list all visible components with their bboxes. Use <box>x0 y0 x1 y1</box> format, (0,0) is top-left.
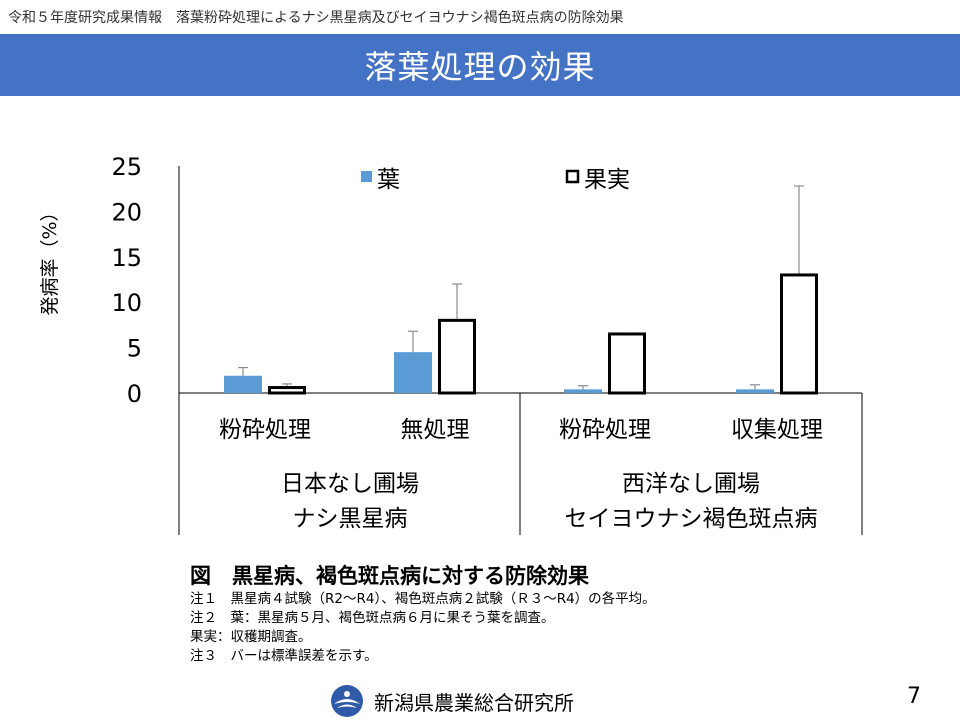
page-number: 7 <box>907 684 921 709</box>
group-label: ナシ黒星病 <box>293 506 408 532</box>
figure-caption: 図 黒星病、褐色斑点病に対する防除効果 <box>190 564 589 588</box>
note-line: 果実：収穫期調査。 <box>190 629 312 645</box>
header-info: 令和５年度研究成果情報 落葉粉砕処理によるナシ黒星病及びセイヨウナシ褐色斑点病の… <box>8 10 624 26</box>
bar-fruit <box>438 318 476 395</box>
note-line: 注２ 葉：黒星病５月、褐色斑点病６月に果そう葉を調査。 <box>190 610 555 626</box>
bar-fruit <box>780 273 818 395</box>
legend-swatch-fruit <box>565 169 580 184</box>
bar-leaf <box>736 389 774 393</box>
x-category-label: 無処理 <box>401 417 470 443</box>
page-title: 落葉処理の効果 <box>364 48 596 86</box>
y-tick-label: 5 <box>127 335 142 363</box>
x-category-label: 粉砕処理 <box>219 417 311 443</box>
group-label: セイヨウナシ褐色斑点病 <box>565 506 818 532</box>
bar-fruit <box>268 386 306 395</box>
y-tick-label: 10 <box>111 289 142 317</box>
org-name: 新潟県農業総合研究所 <box>374 690 574 715</box>
y-tick-label: 15 <box>111 244 142 272</box>
bar-leaf <box>394 352 432 393</box>
note-line: 注１ 黒星病４試験（R2～R4）、褐色斑点病２試験（Ｒ３～R4）の各平均。 <box>190 591 656 607</box>
y-axis-label: 発病率（%） <box>39 202 61 315</box>
group-label: 日本なし圃場 <box>281 471 419 497</box>
bar-leaf <box>224 375 262 393</box>
y-tick-label: 25 <box>111 153 142 181</box>
legend-label-fruit: 果実 <box>584 167 630 193</box>
note-line: 注３ バーは標準誤差を示す。 <box>190 648 378 664</box>
y-tick-label: 20 <box>111 198 142 226</box>
prefecture-emblem-icon <box>331 685 363 717</box>
bar-leaf <box>564 389 602 393</box>
bar-fruit <box>608 332 646 395</box>
legend-label-leaf: 葉 <box>377 167 400 193</box>
figure-notes: 注１ 黒星病４試験（R2～R4）、褐色斑点病２試験（Ｒ３～R4）の各平均。 注２… <box>190 590 656 666</box>
x-category-label: 粉砕処理 <box>559 417 651 443</box>
title-banner: 落葉処理の効果 <box>0 34 960 96</box>
group-label: 西洋なし圃場 <box>622 471 760 497</box>
x-category-label: 収集処理 <box>731 417 823 443</box>
legend-swatch-leaf <box>361 171 372 182</box>
y-tick-label: 0 <box>127 380 142 408</box>
footer-org: 新潟県農業総合研究所 <box>330 684 574 718</box>
